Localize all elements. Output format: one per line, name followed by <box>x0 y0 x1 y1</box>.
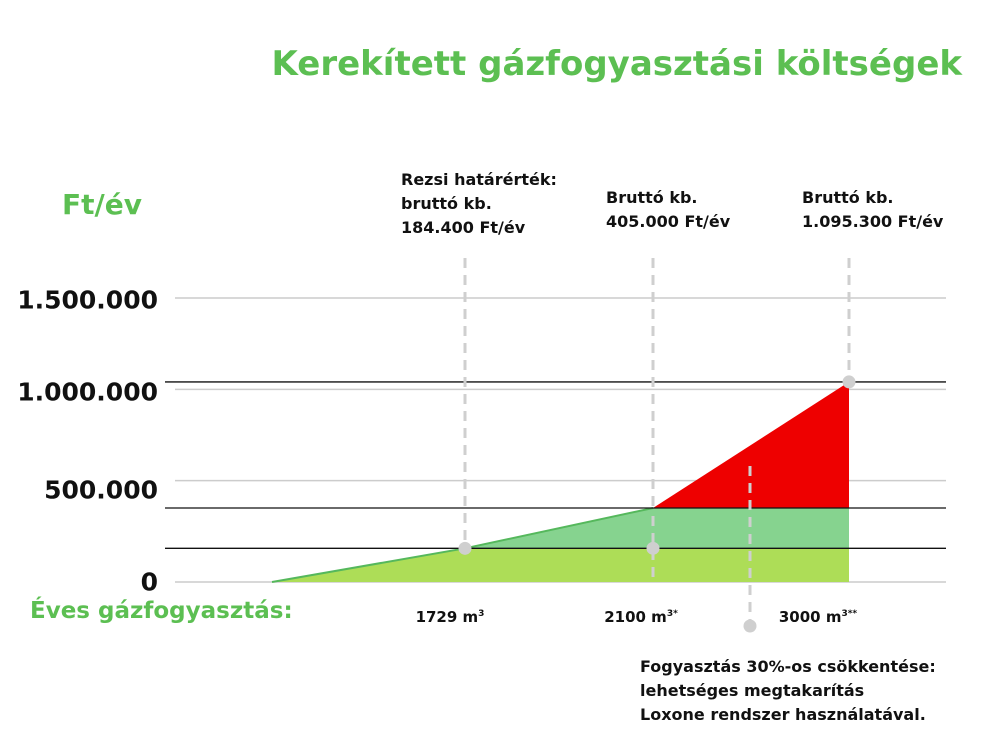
y-tick-label-0: 0 <box>140 567 158 597</box>
x-tick-label-1729: 1729 m3 <box>415 608 485 626</box>
annotation-3000: Bruttó kb. 1.095.300 Ft/év <box>802 188 944 231</box>
point-marker-3000 <box>842 375 856 389</box>
area-high-band <box>653 381 849 509</box>
point-marker-2100 <box>646 541 660 555</box>
y-axis-label: Ft/év <box>62 188 142 221</box>
y-tick-label-1000000: 1.000.000 <box>17 377 158 407</box>
area-low-band <box>272 548 849 582</box>
savings-note: Fogyasztás 30%-os csökkentése: lehetsége… <box>640 657 936 724</box>
y-tick-label-500000: 500.000 <box>44 475 158 505</box>
annotation-threshold: Rezsi határérték: bruttó kb. 184.400 Ft/… <box>401 170 557 237</box>
y-tick-label-1500000: 1.500.000 <box>17 285 158 315</box>
area-mid-band <box>465 508 849 549</box>
x-axis-label: Éves gázfogyasztás: <box>30 598 293 624</box>
savings-marker <box>743 619 757 633</box>
annotation-2100: Bruttó kb. 405.000 Ft/év <box>606 188 731 231</box>
x-tick-label-2100: 2100 m3* <box>604 608 678 626</box>
point-marker-1729 <box>458 541 472 555</box>
chart-title: Kerekített gázfogyasztási költségek <box>271 44 962 84</box>
x-tick-label-3000: 3000 m3** <box>778 608 858 626</box>
